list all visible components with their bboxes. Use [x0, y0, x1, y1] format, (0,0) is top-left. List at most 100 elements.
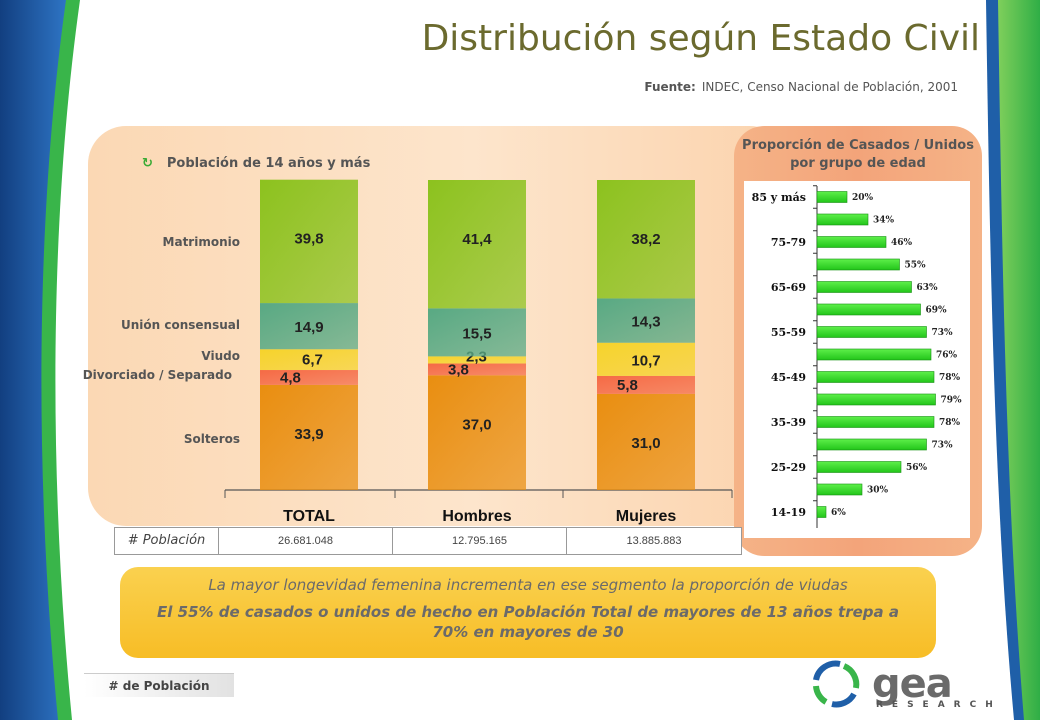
- conclusion-line-1: La mayor longevidad femenina incrementa …: [208, 576, 848, 594]
- label-divorciado: Divorciado / Separado: [82, 368, 232, 382]
- bar-segment: [260, 384, 358, 490]
- bar-segment: [260, 179, 358, 304]
- age-bar-value-label: 78%: [939, 418, 961, 428]
- bar-segment: [597, 180, 695, 299]
- age-bar: [816, 483, 863, 496]
- age-bar: [816, 258, 900, 271]
- age-tick-label: 14-19: [771, 506, 806, 519]
- bar-value-label: 5,8: [617, 377, 638, 394]
- population-mujeres: 13.885.883: [626, 535, 682, 547]
- age-bar-value-label: 69%: [926, 306, 948, 316]
- age-bar-value-label: 46%: [891, 238, 913, 248]
- refresh-bullet-icon: ↻: [142, 156, 153, 171]
- category-tick-label: TOTAL: [283, 508, 335, 525]
- age-bar-value-label: 55%: [905, 261, 927, 271]
- age-bar-value-label: 78%: [939, 373, 961, 383]
- age-bar-value-label: 6%: [831, 508, 846, 518]
- age-bar: [816, 348, 932, 361]
- age-bar-value-label: 30%: [867, 486, 889, 496]
- age-tick-label: 25-29: [771, 461, 806, 474]
- bar-segment: [260, 370, 358, 385]
- age-bar: [816, 506, 827, 518]
- age-bar: [816, 416, 935, 428]
- age-bar: [816, 191, 848, 203]
- age-bar: [816, 438, 927, 451]
- bar-value-label: 33,9: [294, 426, 323, 443]
- chart-subtitle-text: Población de 14 años y más: [166, 156, 371, 171]
- age-bar: [816, 236, 887, 248]
- age-tick-label: 85 y más: [752, 191, 806, 204]
- bar-segment: [428, 308, 526, 357]
- age-bar-value-label: 56%: [906, 463, 928, 473]
- page-title: Distribución según Estado Civil: [421, 18, 980, 59]
- bar-value-label: 31,0: [631, 435, 660, 452]
- bar-value-label: 41,4: [462, 231, 492, 248]
- source-note: Fuente: INDEC, Censo Nacional de Població…: [540, 80, 958, 94]
- age-tick-label: 75-79: [771, 236, 806, 249]
- age-bar-value-label: 79%: [941, 396, 963, 406]
- gea-logo-subtitle: RESEARCH: [876, 700, 1002, 710]
- bar-value-label: 38,2: [631, 231, 660, 248]
- population-table-header: # Población: [115, 528, 219, 554]
- label-union-consensual: Unión consensual: [121, 318, 240, 332]
- label-matrimonio: Matrimonio: [162, 235, 240, 249]
- gea-logo-icon: [813, 660, 860, 708]
- bar-value-label: 15,5: [462, 325, 491, 342]
- bar-segment: [597, 298, 695, 343]
- age-tick-label: 65-69: [771, 281, 806, 294]
- age-tick-label: 45-49: [771, 371, 806, 384]
- label-viudo: Viudo: [201, 349, 240, 363]
- label-solteros: Solteros: [183, 432, 240, 446]
- bar-segment: [428, 356, 526, 364]
- bar-value-label: 14,3: [631, 314, 660, 331]
- right-green-band: [998, 0, 1040, 720]
- source-text: INDEC, Censo Nacional de Población, 2001: [701, 80, 958, 94]
- category-tick-label: Hombres: [442, 508, 511, 525]
- age-tick-label: 35-39: [771, 416, 806, 429]
- population-table: # Población 26.681.048 12.795.165 13.885…: [114, 527, 742, 555]
- bar-segment: [428, 363, 526, 376]
- age-bar-value-label: 73%: [932, 328, 954, 338]
- bar-value-label: 6,7: [302, 352, 323, 369]
- age-bar-value-label: 20%: [852, 193, 874, 203]
- conclusion-box: La mayor longevidad femenina incrementa …: [120, 567, 936, 658]
- age-bar: [816, 303, 921, 316]
- bar-value-label: 14,9: [294, 319, 323, 336]
- age-bar-value-label: 63%: [917, 283, 939, 293]
- age-bar: [816, 281, 912, 293]
- chart-subtitle: ↻ Población de 14 años y más: [142, 156, 370, 171]
- age-bar-value-label: 34%: [873, 216, 895, 226]
- age-chart-title: Proporción de Casados / Unidos por grupo…: [742, 138, 974, 171]
- source-label: Fuente:: [644, 80, 696, 94]
- footer-tab[interactable]: # de Población: [84, 673, 234, 697]
- gea-logo-word: gea: [872, 661, 952, 707]
- bar-segment: [260, 303, 358, 350]
- bar-value-label: 3,8: [448, 361, 469, 378]
- population-total: 26.681.048: [219, 528, 393, 554]
- age-bar: [816, 461, 902, 473]
- population-hombres: 12.795.165: [393, 528, 567, 554]
- age-bar: [816, 326, 927, 338]
- bar-value-label: 4,8: [280, 369, 301, 386]
- bar-segment: [597, 375, 695, 394]
- bar-value-label: 39,8: [294, 231, 323, 248]
- left-blue-band: [0, 0, 66, 720]
- age-bar-value-label: 73%: [932, 441, 954, 451]
- age-bar-value-label: 76%: [936, 351, 958, 361]
- conclusion-line-2: El 55% de casados o unidos de hecho en P…: [157, 603, 899, 641]
- bar-segment: [428, 375, 526, 490]
- bar-segment: [260, 349, 358, 371]
- age-bar: [816, 213, 869, 226]
- age-bar: [816, 371, 935, 383]
- age-bar: [816, 393, 936, 406]
- bar-segment: [428, 180, 526, 309]
- bar-value-label: 10,7: [631, 352, 660, 369]
- bar-value-label: 37,0: [462, 416, 491, 433]
- bar-segment: [597, 342, 695, 376]
- category-tick-label: Mujeres: [616, 508, 677, 525]
- age-tick-label: 55-59: [771, 326, 806, 339]
- bar-segment: [597, 393, 695, 490]
